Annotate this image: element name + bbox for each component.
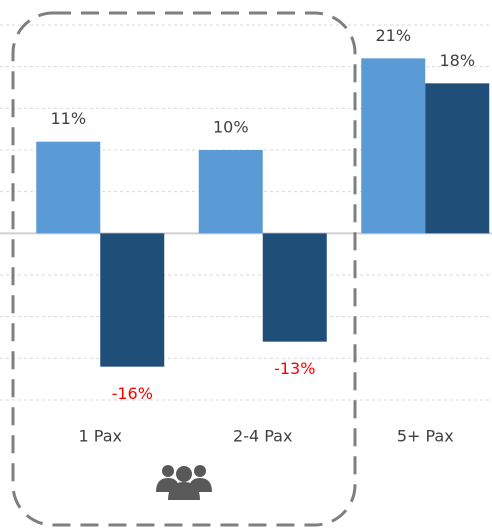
plot: 1 Pax 11% -16% 2-4 Pax 10% -13% 5+ Pax 21% 18% <box>0 24 492 446</box>
people-icon <box>156 465 212 500</box>
value-label: 21% <box>375 26 411 45</box>
bar <box>425 83 490 234</box>
x-tick-label: 2-4 Pax <box>233 427 292 446</box>
bar <box>36 141 101 234</box>
value-label: 18% <box>439 51 475 70</box>
bar <box>262 233 327 342</box>
value-label: -16% <box>112 384 153 403</box>
bar <box>361 58 426 234</box>
value-label: 10% <box>213 118 249 137</box>
value-label: -13% <box>274 359 315 378</box>
value-label: 11% <box>50 109 86 128</box>
x-tick-label: 5+ Pax <box>397 427 454 446</box>
bar <box>100 233 165 367</box>
group-frame <box>11 11 357 527</box>
bar <box>198 150 263 234</box>
x-tick-label: 1 Pax <box>79 427 122 446</box>
group-outline <box>11 11 357 527</box>
